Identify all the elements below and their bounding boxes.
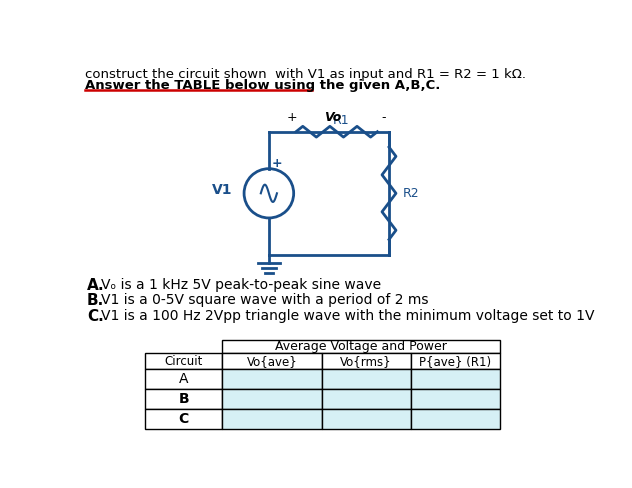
Text: Circuit: Circuit: [164, 355, 203, 367]
Bar: [222, 389, 322, 409]
Bar: [145, 409, 222, 429]
Text: construct the circuit shown  with V1 as input and R1 = R2 = 1 kΩ.: construct the circuit shown with V1 as i…: [85, 68, 526, 81]
Bar: [322, 409, 411, 429]
Bar: [222, 369, 322, 389]
Bar: [322, 353, 411, 369]
Text: Vo{rms}: Vo{rms}: [340, 355, 392, 367]
Text: R2: R2: [403, 187, 420, 200]
Bar: [322, 369, 411, 389]
Text: B.: B.: [87, 293, 104, 308]
Text: Vo: Vo: [324, 111, 341, 124]
Text: Average Voltage and Power: Average Voltage and Power: [275, 340, 447, 353]
Bar: [145, 353, 222, 369]
Bar: [411, 369, 500, 389]
Bar: [322, 389, 411, 409]
Text: C: C: [178, 412, 189, 426]
Text: B: B: [178, 392, 189, 406]
Text: Vₒ is a 1 kHz 5V peak-to-peak sine wave: Vₒ is a 1 kHz 5V peak-to-peak sine wave: [100, 278, 381, 292]
Text: V1: V1: [212, 183, 233, 197]
Text: R1: R1: [332, 114, 349, 127]
Text: +: +: [287, 111, 298, 124]
Text: -: -: [381, 111, 386, 124]
Text: Vo{ave}: Vo{ave}: [246, 355, 297, 367]
Bar: [222, 340, 500, 353]
Bar: [222, 409, 322, 429]
Bar: [411, 353, 500, 369]
Bar: [145, 369, 222, 389]
Text: C.: C.: [87, 309, 104, 324]
Text: Answer the TABLE below using the given A,B,C.: Answer the TABLE below using the given A…: [85, 80, 441, 92]
Text: V1 is a 100 Hz 2Vpp triangle wave with the minimum voltage set to 1V: V1 is a 100 Hz 2Vpp triangle wave with t…: [100, 309, 594, 323]
Text: +: +: [272, 157, 283, 170]
Text: P{ave} (R1): P{ave} (R1): [419, 355, 491, 367]
Bar: [145, 389, 222, 409]
Bar: [222, 353, 322, 369]
Text: V1 is a 0-5V square wave with a period of 2 ms: V1 is a 0-5V square wave with a period o…: [100, 293, 428, 307]
Text: A.: A.: [87, 278, 104, 293]
Text: A: A: [179, 372, 188, 386]
Bar: [411, 389, 500, 409]
Bar: [411, 409, 500, 429]
